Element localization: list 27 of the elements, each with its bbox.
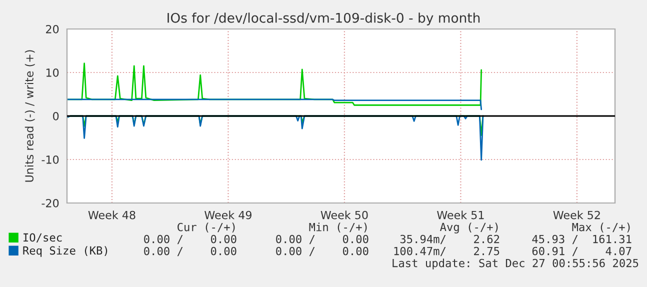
x-tick-label: Week 52 [553,210,600,220]
legend-label: IO/sec [24,233,62,243]
y-tick-label: 0 [53,112,59,120]
legend-label: Req Size (KB) [23,246,108,257]
x-tick-label: Week 49 [204,210,252,220]
y-tick-label: -10 [42,155,59,164]
text: 45.93 / 161.31 [532,234,632,244]
text: Min (-/+) [309,222,367,233]
x-tick-label: Week 50 [320,210,368,220]
x-tick-label: Week 48 [88,210,136,220]
text: Avg (-/+) [440,222,498,234]
text: 0.00 / 0.00 [276,246,368,256]
text: Last update: Sat Dec 27 00:55:56 2025 [392,258,638,270]
y-tick-label: 10 [46,68,59,77]
x-tick-label: Week 51 [437,210,484,220]
text: 60.91 / 4.07 [532,246,632,256]
chart-title: IOs for /dev/local-ssd/vm-109-disk-0 - by month [168,12,480,26]
text: Max (-/+) [572,222,630,233]
y-axis-title: Units read (-) / write (+) [24,50,35,182]
text: Cur (-/+) [178,222,235,233]
text: 35.94m/ 2.62 [400,234,500,244]
text: 0.00 / 0.00 [144,246,236,256]
text: 0.00 / 0.00 [276,234,368,244]
text: 0.00 / 0.00 [144,234,236,244]
y-tick-label: 20 [46,24,59,34]
text: 100.47m/ 2.75 [394,246,500,256]
y-tick-label: -20 [42,198,59,208]
